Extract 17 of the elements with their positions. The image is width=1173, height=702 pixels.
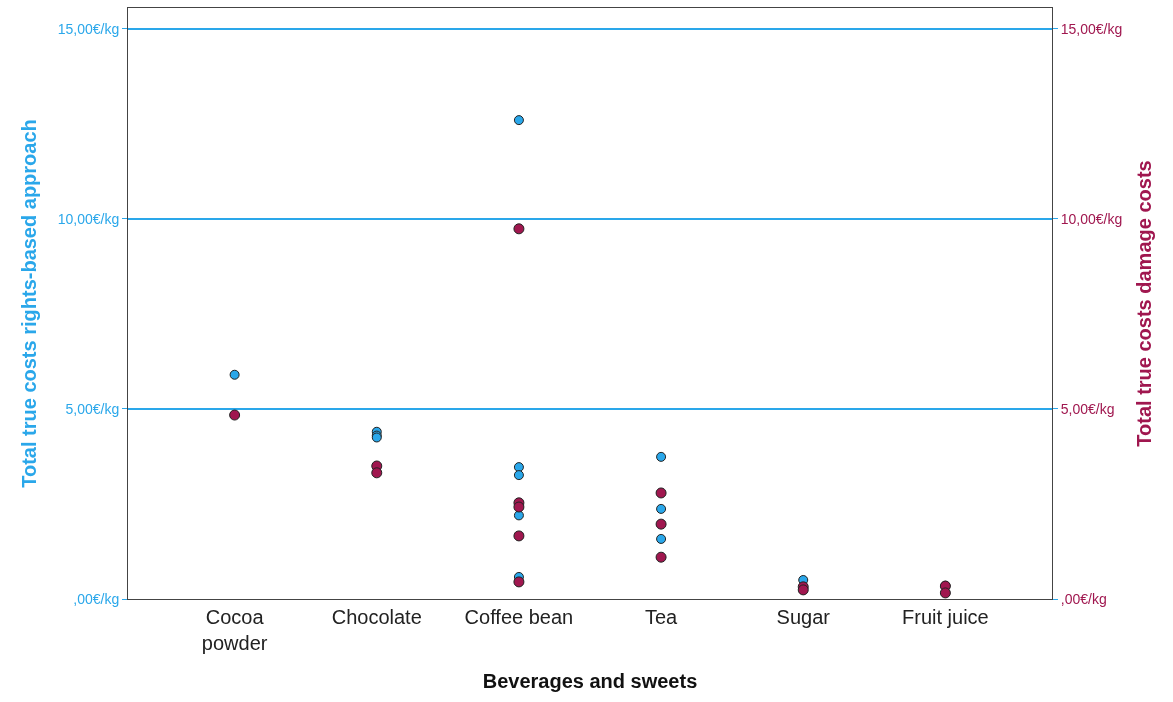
y2-axis-title: Total true costs damage costs: [1132, 160, 1155, 447]
x-axis-title: Beverages and sweets: [482, 669, 698, 692]
x-tick-label: Chocolate: [331, 606, 422, 628]
x-tick-label: Fruit juice: [902, 606, 989, 628]
y-tick-label: 10,00€/kg: [57, 210, 120, 227]
y-tick-label: 15,00€/kg: [57, 20, 120, 37]
x-tick-label: Coffee bean: [464, 606, 574, 628]
y2-tick-label: 15,00€/kg: [1060, 20, 1123, 37]
y-axis-title: Total true costs rights-based approach: [18, 119, 41, 488]
x-tick-label: Tea: [644, 606, 679, 628]
y-tick-label: ,00€/kg: [73, 590, 120, 607]
y-tick-label: 5,00€/kg: [65, 400, 120, 417]
x-tick-label: Cocoa powder: [201, 606, 268, 654]
y2-tick-label: 5,00€/kg: [1060, 400, 1115, 417]
x-tick-label: Sugar: [776, 606, 831, 628]
y2-tick-label: 10,00€/kg: [1060, 210, 1123, 227]
y2-tick-label: ,00€/kg: [1060, 590, 1107, 607]
